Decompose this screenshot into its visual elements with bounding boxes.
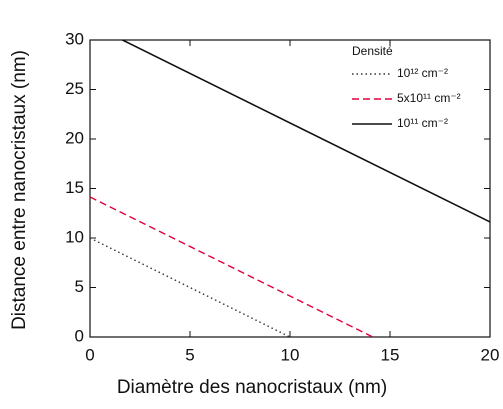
x-tick-label: 15 <box>381 345 400 364</box>
legend-label: 10¹¹ cm⁻² <box>397 116 448 130</box>
y-tick-label: 5 <box>75 277 84 296</box>
y-tick-label: 25 <box>65 79 84 98</box>
x-tick-label: 10 <box>281 345 300 364</box>
data-line <box>89 196 374 338</box>
x-tick-label: 5 <box>185 345 194 364</box>
y-tick-label: 20 <box>65 128 84 147</box>
data-line <box>89 237 291 338</box>
y-tick-label: 15 <box>65 178 84 197</box>
x-axis-label: Diamètre des nanocristaux (nm) <box>117 377 387 398</box>
legend-label: 5x10¹¹ cm⁻² <box>397 91 461 105</box>
legend-label: 10¹² cm⁻² <box>397 66 448 80</box>
x-tick-label: 20 <box>481 345 500 364</box>
legend-title: Densité <box>352 44 393 58</box>
y-tick-label: 10 <box>65 227 84 246</box>
data-line <box>122 39 491 223</box>
plot-frame <box>89 39 491 338</box>
y-tick-label: 30 <box>65 29 84 48</box>
y-tick-label: 0 <box>75 326 84 345</box>
y-axis-label: Distance entre nanocristaux (nm) <box>9 50 30 330</box>
x-tick-label: 0 <box>85 345 94 364</box>
